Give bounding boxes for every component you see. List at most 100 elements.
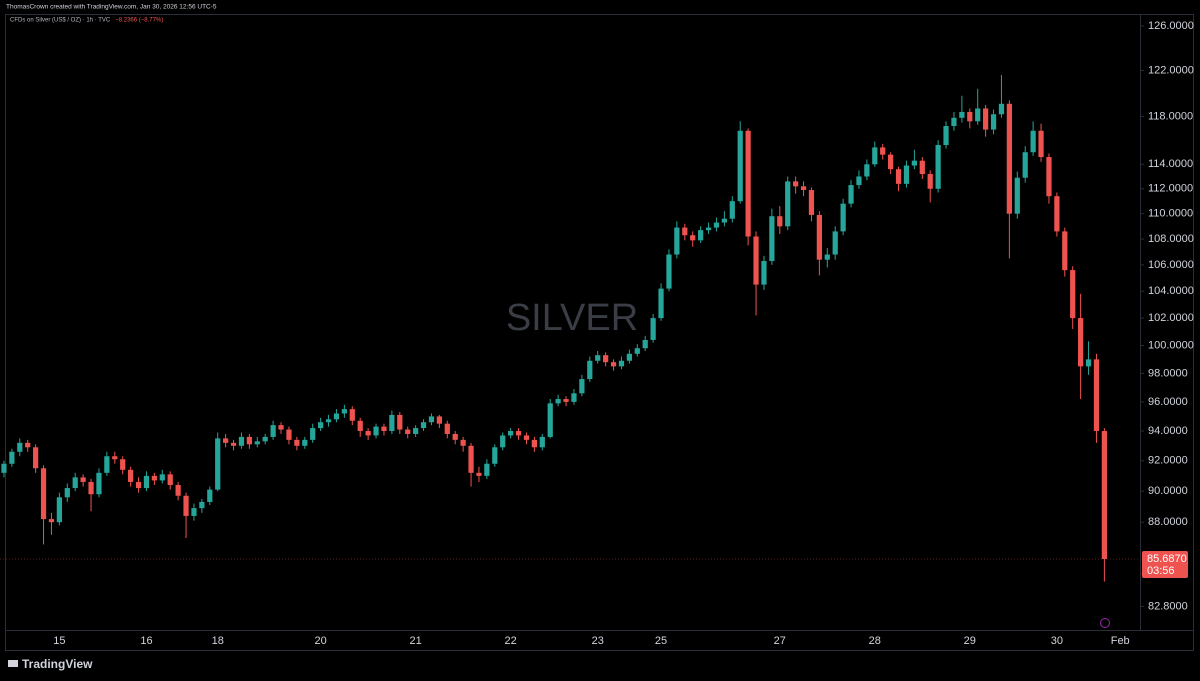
candle-body	[207, 489, 213, 502]
x-tick-label: 16	[140, 635, 152, 647]
candle-body	[96, 472, 102, 495]
last-price-box	[1142, 551, 1188, 579]
candle-body	[286, 429, 292, 440]
candle-body	[318, 422, 324, 429]
candle-body	[436, 416, 442, 424]
candle-body	[254, 441, 260, 445]
candle-body	[270, 425, 276, 437]
candle-body	[381, 426, 387, 432]
candle-body	[143, 475, 150, 489]
y-tick-label: 90.0000	[1148, 485, 1188, 497]
x-tick-label: 29	[964, 635, 976, 647]
candle-body	[325, 419, 332, 423]
candle-body	[1062, 231, 1068, 271]
y-tick-label: 108.0000	[1148, 233, 1194, 245]
y-tick-label: 110.0000	[1148, 208, 1193, 220]
plot-area	[1, 75, 1107, 582]
candle-body	[769, 216, 775, 261]
candle-body	[444, 423, 450, 434]
candle-body	[698, 230, 704, 241]
candle-body	[864, 164, 870, 177]
candle-body	[56, 497, 62, 523]
candle-body	[223, 438, 229, 443]
candle-body	[428, 416, 435, 423]
x-tick-label: Feb	[1111, 635, 1130, 647]
candle-body	[666, 254, 672, 289]
candle-body	[705, 227, 712, 231]
candle-body	[888, 154, 894, 170]
candle-body	[713, 222, 720, 228]
tradingview-logo: TradingView	[8, 657, 93, 671]
candle-body	[959, 111, 965, 118]
x-tick-label: 28	[869, 635, 881, 647]
symbol-info: CFDs on Silver (US$ / OZ) · 1h · TVC	[10, 18, 111, 24]
candle-body	[452, 433, 458, 440]
candle-body	[72, 477, 78, 489]
candle-body	[294, 439, 300, 446]
candle-body	[856, 176, 862, 186]
candle-body	[793, 181, 799, 187]
candle-body	[112, 456, 118, 460]
x-tick-label: 25	[655, 635, 667, 647]
candle-body	[753, 236, 759, 285]
brand: TradingView	[22, 657, 93, 671]
candle-body	[848, 185, 854, 204]
candle-body	[1078, 318, 1084, 367]
candle-body	[927, 174, 933, 189]
candle-body	[25, 442, 31, 448]
y-tick-label: 82.8000	[1148, 600, 1188, 612]
y-tick-label: 114.0000	[1148, 158, 1193, 170]
candle-body	[911, 160, 917, 166]
y-tick-label: 122.0000	[1148, 64, 1194, 76]
candle-body	[246, 436, 252, 445]
candle-body	[175, 485, 181, 496]
candle-body	[88, 481, 94, 495]
candle-body	[17, 442, 23, 452]
candle-body	[159, 474, 165, 481]
x-tick-label: 15	[53, 635, 65, 647]
candle-body	[761, 260, 767, 285]
candle-body	[48, 519, 55, 523]
candle-body	[1022, 152, 1028, 178]
candle-body	[721, 218, 727, 223]
candle-body	[1070, 270, 1076, 319]
candle-body	[998, 103, 1005, 115]
y-tick-label: 112.0000	[1148, 183, 1193, 195]
candle-body	[199, 501, 205, 509]
candle-body	[547, 403, 553, 437]
x-tick-label: 20	[315, 635, 327, 647]
candle-body	[484, 463, 490, 476]
candle-body	[975, 108, 981, 122]
attribution: ThomasCrown created with TradingView.com…	[6, 4, 217, 11]
candle-body	[1038, 130, 1044, 158]
candle-body	[919, 160, 925, 175]
candle-body	[80, 477, 86, 482]
candle-body	[460, 439, 466, 446]
event-icon[interactable]	[1100, 618, 1110, 628]
candle-body	[785, 181, 791, 227]
x-tick-label: 27	[774, 635, 786, 647]
candle-body	[508, 431, 514, 436]
candle-body	[967, 111, 973, 122]
candle-body	[33, 447, 39, 469]
candle-body	[128, 469, 134, 482]
candle-body	[523, 435, 530, 440]
candle-body	[539, 436, 545, 448]
candle-body	[595, 355, 601, 361]
y-tick-label: 126.0000	[1148, 20, 1194, 32]
candle-body	[808, 190, 815, 215]
candle-body	[983, 108, 989, 130]
candle-body	[951, 117, 957, 127]
candle-body	[40, 468, 47, 520]
candle-body	[135, 481, 142, 489]
candle-body	[563, 399, 569, 402]
candle-body	[278, 425, 284, 430]
y-tick-label: 96.0000	[1148, 396, 1188, 408]
candle-body	[895, 169, 902, 184]
candle-body	[1101, 431, 1107, 560]
candle-body	[500, 435, 506, 448]
candle-body	[690, 235, 696, 241]
candle-body	[413, 428, 419, 434]
y-tick-label: 98.0000	[1148, 367, 1188, 379]
